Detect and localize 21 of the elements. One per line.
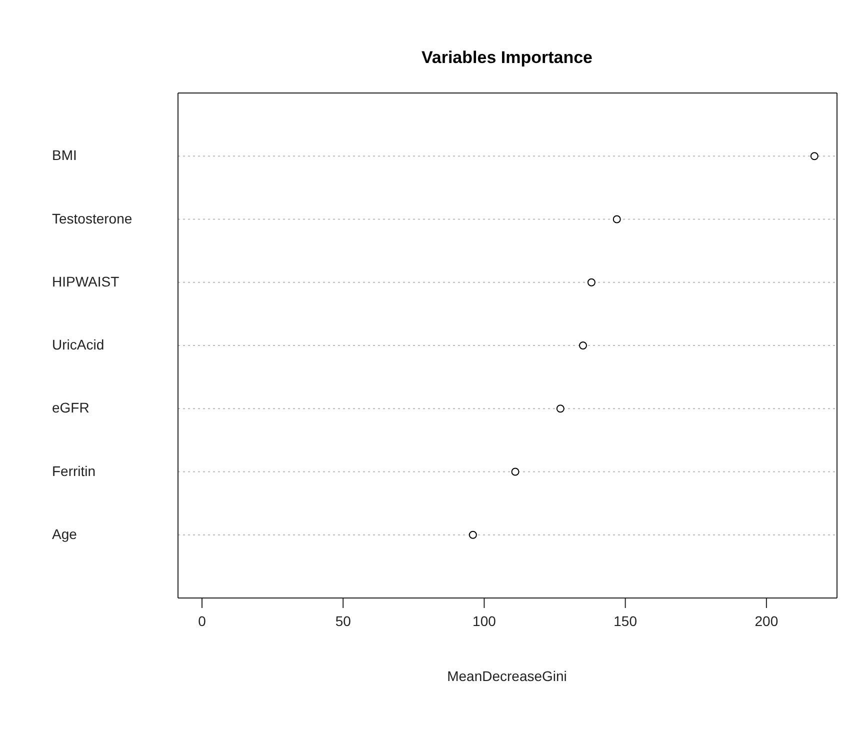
x-tick-label: 200 [754,612,778,629]
point [468,530,477,539]
y-tick-label: HIPWAIST [52,273,120,290]
point [587,278,596,286]
y-tick-label: Age [52,526,78,542]
x-tick-label: 50 [335,612,352,629]
y-tick-label: UricAcid [52,336,104,352]
x-tick-label: 0 [198,612,206,629]
point [578,342,587,350]
point [511,468,520,476]
y-tick-label: eGFR [52,400,90,416]
y-tick-label: BMI [52,147,77,164]
y-tick-label: Ferritin [52,462,96,479]
chart-title: Variables Importance [420,48,594,68]
x-tick-label: 100 [472,612,496,629]
point [612,215,621,224]
y-tick-label: Testosterone [52,210,132,226]
point [556,404,564,413]
x-tick-label: 150 [614,612,638,629]
point [810,152,818,160]
x-axis-title: MeanDecreaseGini [446,668,568,684]
